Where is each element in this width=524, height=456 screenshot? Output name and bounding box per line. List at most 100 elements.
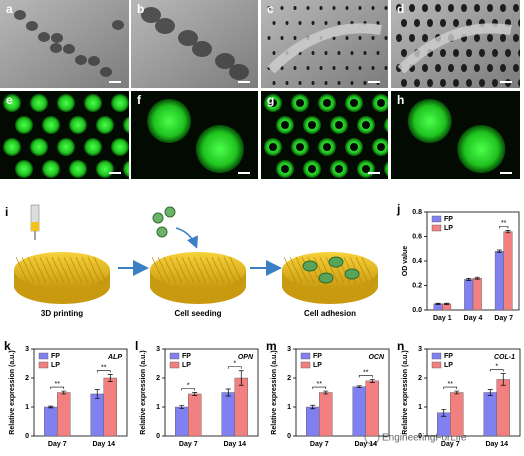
panel-label: j bbox=[396, 202, 400, 216]
pore bbox=[311, 21, 315, 25]
y-tick-label: 2 bbox=[25, 375, 29, 382]
cell bbox=[147, 99, 192, 143]
panel-label: d bbox=[397, 2, 404, 16]
bar bbox=[365, 380, 379, 437]
pore bbox=[492, 79, 498, 87]
error-bar bbox=[369, 379, 375, 383]
error-bar bbox=[225, 388, 231, 397]
cell bbox=[14, 10, 26, 20]
strand bbox=[289, 256, 303, 284]
panel-label: l bbox=[135, 339, 138, 353]
pore bbox=[461, 64, 467, 72]
panel-label: f bbox=[137, 93, 142, 107]
error-bar bbox=[107, 374, 113, 382]
pore bbox=[401, 19, 407, 27]
bar bbox=[103, 377, 117, 437]
strand bbox=[81, 256, 95, 284]
pore bbox=[466, 19, 472, 27]
pore bbox=[376, 21, 380, 25]
nucleus bbox=[377, 99, 385, 107]
step-label: Cell adhesion bbox=[304, 309, 356, 318]
bar bbox=[472, 277, 482, 311]
pore bbox=[427, 79, 433, 87]
error-bar bbox=[441, 408, 447, 417]
cell bbox=[112, 20, 124, 30]
legend-label: FP bbox=[313, 353, 322, 360]
nucleus bbox=[350, 143, 358, 151]
cell bbox=[51, 33, 63, 43]
y-tick-label: 1 bbox=[418, 404, 422, 411]
panel-label: a bbox=[6, 2, 13, 16]
pore bbox=[272, 21, 276, 25]
cell bbox=[123, 160, 129, 178]
panel-label: k bbox=[4, 339, 11, 353]
significance: ** bbox=[101, 364, 107, 371]
legend-label: FP bbox=[444, 353, 453, 360]
pore bbox=[500, 64, 506, 72]
bar bbox=[188, 393, 202, 437]
y-tick-label: 1 bbox=[287, 404, 291, 411]
x-tick-label: Day 14 bbox=[354, 441, 377, 448]
cell bbox=[50, 43, 62, 53]
pore bbox=[396, 34, 402, 42]
pore bbox=[319, 66, 323, 70]
pore bbox=[505, 49, 511, 57]
pore bbox=[324, 81, 328, 85]
strand bbox=[21, 256, 35, 284]
cell bbox=[75, 55, 87, 65]
pore bbox=[500, 34, 506, 42]
micrograph bbox=[131, 0, 258, 88]
cell bbox=[111, 94, 129, 112]
error-bar bbox=[505, 230, 511, 234]
cell bbox=[69, 160, 87, 178]
strand bbox=[39, 256, 53, 284]
strand bbox=[93, 256, 107, 284]
micrograph bbox=[261, 91, 388, 179]
strand bbox=[69, 256, 83, 284]
pore bbox=[345, 66, 349, 70]
cell bbox=[229, 64, 249, 80]
cell bbox=[30, 94, 48, 112]
significance-bracket bbox=[96, 370, 111, 373]
pore bbox=[513, 4, 519, 12]
pore bbox=[440, 49, 446, 57]
cell bbox=[195, 125, 244, 173]
pore bbox=[492, 49, 498, 57]
pore bbox=[487, 34, 493, 42]
nucleus bbox=[269, 99, 277, 107]
pore bbox=[293, 36, 297, 40]
strand bbox=[157, 256, 171, 284]
pore bbox=[306, 66, 310, 70]
cell bbox=[397, 23, 512, 74]
sem-image bbox=[391, 0, 520, 88]
error-bar bbox=[487, 389, 493, 396]
pore bbox=[474, 64, 480, 72]
pore bbox=[427, 19, 433, 27]
significance-bracket bbox=[358, 375, 373, 378]
pore bbox=[280, 6, 284, 10]
significance: ** bbox=[501, 220, 507, 227]
pore bbox=[285, 21, 289, 25]
strand bbox=[295, 256, 309, 284]
cell bbox=[88, 56, 100, 66]
cell bbox=[384, 117, 388, 133]
significance: ** bbox=[55, 381, 61, 388]
legend-label: FP bbox=[182, 353, 191, 360]
cell bbox=[26, 21, 38, 31]
nucleus bbox=[377, 143, 385, 151]
legend-label: LP bbox=[51, 362, 60, 369]
x-tick-label: Day 14 bbox=[223, 441, 246, 448]
micrograph bbox=[391, 91, 520, 179]
strand bbox=[45, 256, 59, 284]
y-axis-label: Relative expression (a.u.) bbox=[9, 350, 16, 434]
bar bbox=[496, 379, 510, 437]
pore bbox=[345, 6, 349, 10]
seed-cell bbox=[156, 226, 168, 238]
pore bbox=[518, 49, 520, 57]
strand bbox=[229, 256, 243, 284]
x-tick-label: Day 7 bbox=[179, 441, 198, 448]
pore bbox=[293, 66, 297, 70]
significance: * bbox=[495, 363, 498, 370]
y-axis-label: Relative expression (a.u.) bbox=[271, 350, 278, 434]
